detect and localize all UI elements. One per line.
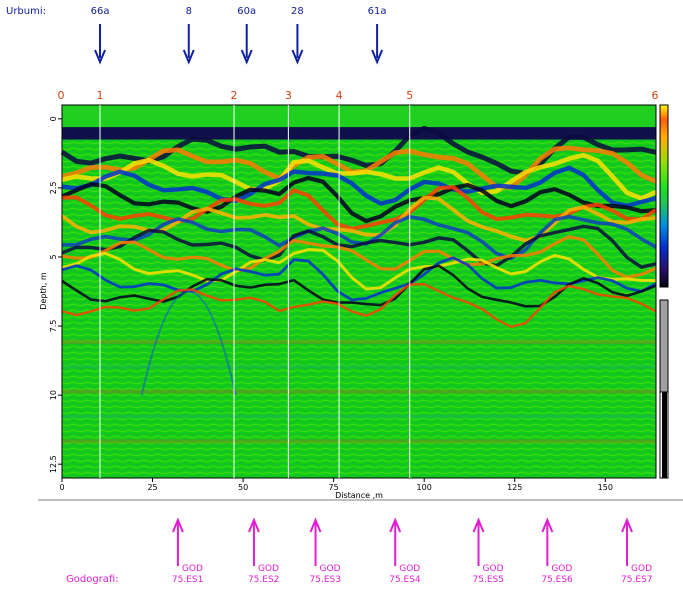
reflector-band bbox=[61, 152, 657, 201]
surface-band bbox=[62, 105, 656, 128]
x-tick-label: 125 bbox=[507, 483, 522, 492]
borehole-label: 61a bbox=[368, 6, 387, 17]
borehole-arrow-head bbox=[371, 49, 384, 65]
marker-label: 2 bbox=[231, 89, 238, 102]
reflector-band bbox=[61, 256, 657, 302]
hodograph-label-line2: 75.ES4 bbox=[389, 575, 421, 585]
reflector-band bbox=[61, 165, 657, 208]
borehole-arrow-head bbox=[182, 49, 195, 65]
hodograph-arrow-head bbox=[171, 517, 184, 533]
plot-area bbox=[60, 104, 658, 479]
hodograph-label-line1: GOD bbox=[483, 564, 504, 574]
diffraction-hyperbola bbox=[140, 290, 237, 396]
amplitude-bar-fill bbox=[662, 392, 667, 478]
hodograph-label-line1: GOD bbox=[399, 564, 420, 574]
reflector-band bbox=[61, 224, 657, 270]
x-tick-label: 0 bbox=[59, 483, 64, 492]
marker-label: 5 bbox=[406, 89, 413, 102]
colorbar bbox=[659, 104, 669, 479]
reflector-band bbox=[61, 282, 657, 329]
x-tick-label: 25 bbox=[147, 483, 157, 492]
reflector-band bbox=[61, 235, 657, 280]
marker-label: 3 bbox=[285, 89, 292, 102]
y-tick-label: 0 bbox=[49, 116, 58, 121]
hodograph-label-line2: 75.ES5 bbox=[473, 575, 504, 585]
hodographs-label: Godografi: bbox=[66, 574, 119, 585]
hodograph-label-line1: GOD bbox=[631, 564, 652, 574]
deep-noise-band bbox=[62, 339, 656, 344]
hodograph-arrow-head bbox=[389, 517, 402, 533]
reflector-band bbox=[61, 185, 658, 231]
hodograph-label-line1: GOD bbox=[551, 564, 572, 574]
y-tick-label: 5 bbox=[49, 254, 58, 259]
borehole-label: 8 bbox=[186, 6, 192, 17]
borehole-arrow-head bbox=[291, 49, 304, 65]
y-axis: 0 2.5 5 7.5 10 12.5 bbox=[49, 116, 62, 473]
x-axis: 0 25 50 75 100 125 150 bbox=[59, 478, 613, 492]
borehole-label: 60a bbox=[237, 6, 256, 17]
borehole-arrows: 66a 8 60a 28 61a bbox=[91, 6, 387, 65]
deep-noise-band bbox=[62, 364, 656, 369]
borehole-label: 66a bbox=[91, 6, 110, 17]
hodograph-label-line2: 75.ES6 bbox=[541, 575, 573, 585]
y-tick-label: 10 bbox=[49, 390, 58, 400]
hodograph-label-line2: 75.ES2 bbox=[248, 575, 279, 585]
deep-noise-band bbox=[62, 439, 656, 444]
x-tick-label: 75 bbox=[329, 483, 339, 492]
reflector-band bbox=[61, 214, 657, 261]
colorbar-scale bbox=[659, 104, 669, 288]
surface-reflector bbox=[62, 127, 656, 140]
hodograph-label-line2: 75.ES7 bbox=[621, 575, 652, 585]
y-tick-label: 2.5 bbox=[49, 182, 58, 195]
hodograph-label-line1: GOD bbox=[258, 564, 279, 574]
borehole-arrow-head bbox=[94, 49, 106, 65]
x-tick-label: 150 bbox=[598, 483, 613, 492]
x-axis-label: Distance ,m bbox=[335, 491, 383, 500]
boreholes-label: Urbumi: bbox=[6, 6, 46, 17]
reflector-band bbox=[61, 248, 657, 291]
marker-label: 0 bbox=[58, 89, 65, 102]
hodograph-label-line2: 75.ES1 bbox=[172, 575, 203, 585]
borehole-label: 28 bbox=[291, 6, 304, 17]
hodograph-arrow-head bbox=[472, 517, 485, 533]
hodograph-arrow-head bbox=[541, 517, 554, 533]
deep-noise-band bbox=[62, 389, 656, 394]
hodograph-label-line1: GOD bbox=[182, 564, 203, 574]
reflector-bands bbox=[60, 105, 658, 444]
deep-noise-band bbox=[62, 414, 656, 419]
hodograph-arrow-head bbox=[309, 517, 322, 533]
hodograph-arrows: GOD75.ES1GOD75.ES2GOD75.ES3GOD75.ES4GOD7… bbox=[171, 517, 652, 585]
y-tick-label: 12.5 bbox=[49, 455, 58, 473]
x-tick-label: 50 bbox=[238, 483, 248, 492]
hodograph-arrow-head bbox=[248, 517, 260, 533]
y-axis-label: Depth, m bbox=[39, 272, 48, 309]
borehole-arrow-head bbox=[240, 49, 253, 65]
marker-lines: 0 1 2 3 4 5 6 bbox=[58, 89, 659, 478]
reflector-band bbox=[61, 175, 657, 224]
marker-label: 4 bbox=[336, 89, 343, 102]
hodograph-label-line2: 75.ES3 bbox=[310, 575, 341, 585]
amplitude-bar-gray bbox=[659, 299, 669, 393]
x-tick-label: 100 bbox=[417, 483, 432, 492]
y-tick-label: 7.5 bbox=[49, 320, 58, 333]
hodograph-arrow-head bbox=[621, 517, 633, 533]
marker-label: 6 bbox=[652, 89, 659, 102]
hodograph-label-line1: GOD bbox=[320, 564, 341, 574]
marker-label: 1 bbox=[97, 89, 104, 102]
plot-frame bbox=[61, 104, 657, 479]
